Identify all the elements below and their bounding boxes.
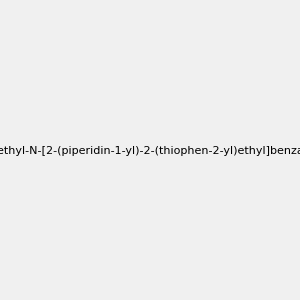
Text: 4-methyl-N-[2-(piperidin-1-yl)-2-(thiophen-2-yl)ethyl]benzamide: 4-methyl-N-[2-(piperidin-1-yl)-2-(thioph… [0, 146, 300, 157]
